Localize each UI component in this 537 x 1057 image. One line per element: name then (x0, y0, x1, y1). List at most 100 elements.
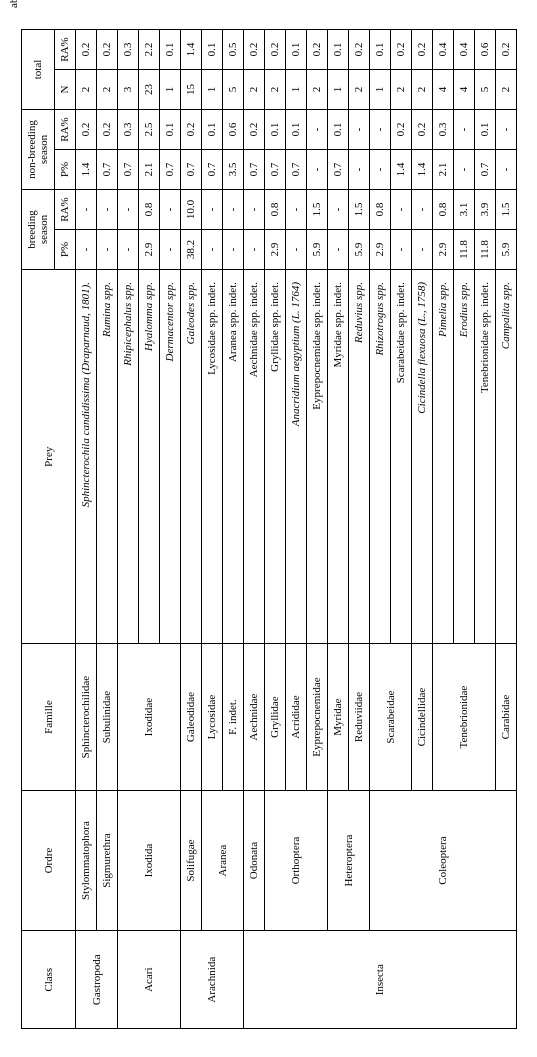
val-cell: 0.1 (201, 29, 222, 69)
val-cell: 0.2 (243, 109, 264, 149)
val-cell: 1.5 (348, 189, 369, 229)
col-nonbreeding: non-breeding season (21, 109, 54, 189)
famille-cell: Eyprepocnemidae (306, 643, 327, 789)
table-row: Gastropoda Stylommatophora Sphincterochi… (75, 29, 96, 1028)
val-cell: 0.2 (243, 29, 264, 69)
val-cell: - (369, 149, 390, 189)
prey-cell: Hyalomma spp. (138, 269, 159, 643)
famille-cell: Cicindellidae (411, 643, 432, 789)
val-cell: 0.2 (96, 109, 117, 149)
table-row: Heteroptera Myridae Myridae spp. indet. … (327, 29, 348, 1028)
val-cell: - (390, 229, 411, 269)
val-cell: 0.1 (159, 29, 180, 69)
val-cell: 0.7 (264, 149, 285, 189)
prey-cell: Tenebrionidae spp. indet. (474, 269, 495, 643)
val-cell: 2 (411, 69, 432, 109)
val-cell: - (243, 189, 264, 229)
prey-name: Anacridium aegyptium (L. 1764) (290, 282, 302, 426)
val-cell: 1.5 (495, 189, 516, 229)
rotated-container: Class Ordre Famille Prey breeding season… (21, 29, 517, 1029)
val-cell: 0.2 (390, 29, 411, 69)
val-cell: 2.2 (138, 29, 159, 69)
prey-name: Pimelia spp. (437, 282, 449, 337)
col-class: Class (21, 930, 75, 1028)
val-cell: 0.7 (96, 149, 117, 189)
prey-cell: Myridae spp. indet. (327, 269, 348, 643)
val-cell: 1 (285, 69, 306, 109)
prey-cell: Cicindella flexuosa (L., 1758) (411, 269, 432, 643)
val-cell: 0.4 (432, 29, 453, 69)
famille-cell: Myridae (327, 643, 348, 789)
ordre-cell: Coleoptera (369, 790, 516, 931)
val-cell: 0.2 (411, 29, 432, 69)
famille-cell: Scarabeidae (369, 643, 411, 789)
val-cell: - (453, 109, 474, 149)
prey-name: Campalita spp. (500, 282, 512, 349)
val-cell: 0.2 (180, 109, 201, 149)
val-cell: 0.2 (348, 29, 369, 69)
val-cell: 2 (96, 69, 117, 109)
val-cell: - (75, 229, 96, 269)
val-cell: 38.2 (180, 229, 201, 269)
class-cell: Arachnida (180, 930, 243, 1028)
ordre-cell: Aranea (201, 790, 243, 931)
val-cell: - (306, 149, 327, 189)
prey-name: Rumina spp. (101, 282, 113, 337)
val-cell: 0.7 (117, 149, 138, 189)
prey-cell: Scarabeidae spp. indet. (390, 269, 411, 643)
val-cell: 0.3 (432, 109, 453, 149)
prey-cell: Lycosidae spp. indet. (201, 269, 222, 643)
val-cell: 4 (432, 69, 453, 109)
val-cell: 1.4 (390, 149, 411, 189)
famille-cell: Lycosidae (201, 643, 222, 789)
val-cell: - (159, 229, 180, 269)
val-cell: - (348, 149, 369, 189)
prey-cell: Erodius spp. (453, 269, 474, 643)
val-cell: 0.3 (117, 29, 138, 69)
val-cell: 10.0 (180, 189, 201, 229)
col-famille: Famille (21, 643, 75, 789)
val-cell: 0.1 (327, 109, 348, 149)
val-cell: 0.1 (264, 109, 285, 149)
famille-cell: F. indet. (222, 643, 243, 789)
val-cell: 0.2 (75, 29, 96, 69)
famille-cell: Sphincterochilidae (75, 643, 96, 789)
val-cell: 2 (348, 69, 369, 109)
val-cell: - (348, 109, 369, 149)
val-cell: 0.1 (285, 29, 306, 69)
val-cell: 0.4 (453, 29, 474, 69)
prey-name: Reduvius spp. (353, 282, 365, 343)
val-cell: 0.1 (285, 109, 306, 149)
val-cell: 0.8 (264, 189, 285, 229)
val-cell: 3.1 (453, 189, 474, 229)
val-cell: 0.7 (285, 149, 306, 189)
prey-cell: Reduvius spp. (348, 269, 369, 643)
prey-cell: Rhizotrogus spp. (369, 269, 390, 643)
val-cell: 5 (474, 69, 495, 109)
col-prey: Prey (21, 269, 75, 643)
val-cell: 3 (117, 69, 138, 109)
val-cell: 0.7 (327, 149, 348, 189)
table-row: Insecta Odonata Aechnidae Aechnidae spp.… (243, 29, 264, 1028)
val-cell: 2.1 (138, 149, 159, 189)
val-cell: - (117, 189, 138, 229)
ordre-cell: Stylommatophora (75, 790, 96, 931)
col-bra: RA% (54, 189, 75, 229)
val-cell: 5.9 (306, 229, 327, 269)
val-cell: 2.9 (138, 229, 159, 269)
val-cell: 2 (264, 69, 285, 109)
prey-name: Cicindella flexuosa (L., 1758) (416, 282, 428, 414)
val-cell: - (159, 189, 180, 229)
val-cell: 0.2 (75, 109, 96, 149)
prey-name: Hyalomma spp. (143, 282, 155, 351)
val-cell: 0.1 (201, 109, 222, 149)
val-cell: 4 (453, 69, 474, 109)
col-tra: RA% (54, 29, 75, 69)
table-row: Acari Ixodida Ixodidae Rhipicephalus spp… (117, 29, 138, 1028)
val-cell: - (369, 109, 390, 149)
val-cell: 0.2 (264, 29, 285, 69)
val-cell: - (327, 229, 348, 269)
val-cell: - (222, 229, 243, 269)
table-row: Aranea Lycosidae Lycosidae spp. indet. -… (201, 29, 222, 1028)
prey-name: Galeodes spp. (185, 282, 197, 344)
